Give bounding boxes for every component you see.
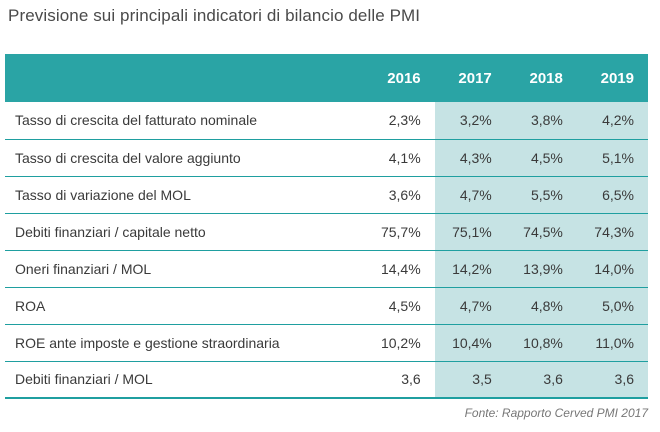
row-label: Tasso di crescita del valore aggiunto <box>5 139 351 177</box>
row-label: ROE ante imposte e gestione straordinari… <box>5 324 351 362</box>
chart-title: Previsione sui principali indicatori di … <box>8 6 421 25</box>
table-row: Oneri finanziari / MOL 14,4% 14,2% 13,9% 14,… <box>5 250 648 288</box>
table-row: ROA 4,5% 4,7% 4,8% 5,0% <box>5 287 648 325</box>
cell-value-2019: 11,0% <box>576 324 648 362</box>
table-row: Tasso di variazione del MOL 3,6% 4,7% 5,5% 6… <box>5 176 648 214</box>
cell-value-2018: 74,5% <box>505 213 577 251</box>
header-year-2018: 2018 <box>529 69 563 87</box>
cell-value-2019: 74,3% <box>576 213 648 251</box>
indicator-table: 2016 2017 2018 2019 Tasso di crescita de… <box>5 54 648 399</box>
table-row: ROE ante imposte e gestione straordinari… <box>5 324 648 362</box>
cell-value-2018: 13,9% <box>505 250 577 288</box>
cell-value-2018: 4,8% <box>505 287 577 325</box>
source-note: Fonte: Rapporto Cerved PMI 2017 <box>464 406 648 420</box>
cell-value-2019: 5,0% <box>576 287 648 325</box>
cell-value-2019: 5,1% <box>576 139 648 177</box>
cell-value-2019: 6,5% <box>576 176 648 214</box>
header-year-2017: 2017 <box>458 69 492 87</box>
cell-value-2016: 3,6 <box>350 361 435 399</box>
cell-value-2018: 4,5% <box>505 139 577 177</box>
cell-value-2018: 3,6 <box>505 361 577 399</box>
cell-value-2019: 14,0% <box>576 250 648 288</box>
cell-value-2017: 3,2% <box>434 102 506 140</box>
row-label: ROA <box>5 287 351 325</box>
cell-value-2018: 5,5% <box>505 176 577 214</box>
cell-value-2017: 75,1% <box>434 213 506 251</box>
cell-value-2016: 10,2% <box>350 324 435 362</box>
cell-value-2016: 4,1% <box>350 139 435 177</box>
table-row: Tasso di crescita del fatturato nominale… <box>5 102 648 140</box>
cell-value-2016: 3,6% <box>350 176 435 214</box>
row-label: Tasso di variazione del MOL <box>5 176 351 214</box>
cell-value-2016: 14,4% <box>350 250 435 288</box>
row-label: Debiti finanziari / MOL <box>5 361 351 399</box>
row-label: Debiti finanziari / capitale netto <box>5 213 351 251</box>
cell-value-2017: 4,3% <box>434 139 506 177</box>
cell-value-2017: 14,2% <box>434 250 506 288</box>
row-label: Oneri finanziari / MOL <box>5 250 351 288</box>
row-label: Tasso di crescita del fatturato nominale <box>5 102 351 140</box>
cell-value-2018: 3,8% <box>505 102 577 140</box>
table-row: Tasso di crescita del valore aggiunto 4,1… <box>5 139 648 177</box>
cell-value-2016: 4,5% <box>350 287 435 325</box>
header-label-col <box>5 54 351 102</box>
cell-value-2018: 10,8% <box>505 324 577 362</box>
cell-value-2016: 2,3% <box>350 102 435 140</box>
cell-value-2017: 3,5 <box>434 361 506 399</box>
table-body: Tasso di crescita del fatturato nominale… <box>5 102 648 399</box>
table-row: Debiti finanziari / capitale netto 75,7% 7… <box>5 213 648 251</box>
cell-value-2019: 3,6 <box>576 361 648 399</box>
cell-value-2017: 10,4% <box>434 324 506 362</box>
cell-value-2019: 4,2% <box>576 102 648 140</box>
header-year-2019: 2019 <box>600 69 634 87</box>
cell-value-2017: 4,7% <box>434 287 506 325</box>
table-row: Debiti finanziari / MOL 3,6 3,5 3,6 3,6 <box>5 361 648 399</box>
header-year-2016: 2016 <box>387 69 421 87</box>
table-header-row: 2016 2017 2018 2019 <box>5 54 648 102</box>
cell-value-2016: 75,7% <box>350 213 435 251</box>
cell-value-2017: 4,7% <box>434 176 506 214</box>
